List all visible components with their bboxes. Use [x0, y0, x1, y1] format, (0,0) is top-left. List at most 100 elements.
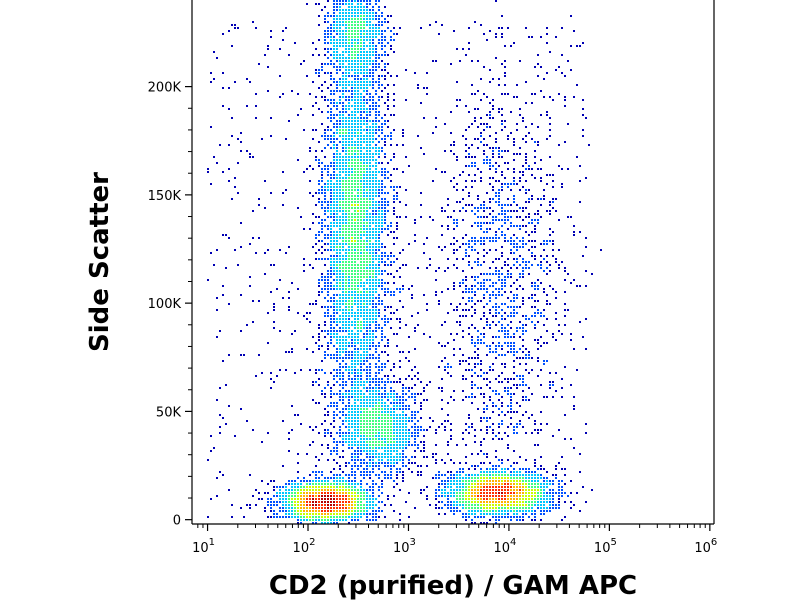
event-point [357, 63, 359, 65]
event-point [333, 183, 335, 185]
event-point [330, 246, 332, 248]
event-point [360, 147, 362, 149]
event-point [357, 513, 359, 515]
event-point [375, 165, 377, 167]
event-point [339, 432, 341, 434]
event-point [369, 24, 371, 26]
event-point [483, 273, 485, 275]
event-point [375, 105, 377, 107]
event-point [486, 405, 488, 407]
event-point [540, 384, 542, 386]
event-point [513, 312, 515, 314]
event-point [345, 309, 347, 311]
event-point [315, 204, 317, 206]
event-point [357, 372, 359, 374]
event-point [321, 90, 323, 92]
event-point [522, 339, 524, 341]
event-point [312, 81, 314, 83]
event-point [378, 234, 380, 236]
event-point [321, 444, 323, 446]
event-point [573, 396, 575, 398]
event-point [339, 429, 341, 431]
event-point [480, 360, 482, 362]
event-point [357, 78, 359, 80]
event-point [318, 294, 320, 296]
event-point [471, 315, 473, 317]
event-point [531, 123, 533, 125]
event-point [372, 498, 374, 500]
event-point [465, 315, 467, 317]
event-point [507, 336, 509, 338]
event-point [366, 318, 368, 320]
event-point [567, 60, 569, 62]
event-point [249, 504, 251, 506]
event-point [345, 312, 347, 314]
event-point [480, 450, 482, 452]
event-point [336, 204, 338, 206]
event-point [207, 171, 209, 173]
event-point [501, 255, 503, 257]
event-point [363, 405, 365, 407]
event-point [402, 288, 404, 290]
event-point [342, 303, 344, 305]
event-point [327, 381, 329, 383]
event-point [489, 165, 491, 167]
event-point [345, 165, 347, 167]
event-point [540, 177, 542, 179]
event-point [513, 336, 515, 338]
event-point [228, 405, 230, 407]
event-point [366, 345, 368, 347]
event-point [501, 309, 503, 311]
event-point [480, 288, 482, 290]
event-point [252, 300, 254, 302]
event-point [357, 396, 359, 398]
event-point [336, 183, 338, 185]
event-point [501, 210, 503, 212]
event-point [522, 357, 524, 359]
event-point [345, 162, 347, 164]
event-point [501, 213, 503, 215]
event-point [459, 282, 461, 284]
event-point [384, 465, 386, 467]
event-point [354, 12, 356, 14]
event-point [222, 234, 224, 236]
event-point [408, 432, 410, 434]
event-point [390, 30, 392, 32]
event-point [297, 288, 299, 290]
event-point [351, 45, 353, 47]
event-point [441, 207, 443, 209]
event-point [363, 285, 365, 287]
event-point [549, 501, 551, 503]
event-point [486, 228, 488, 230]
event-point [435, 507, 437, 509]
event-point [357, 360, 359, 362]
event-point [339, 84, 341, 86]
event-point [348, 414, 350, 416]
event-point [507, 516, 509, 518]
event-point [471, 396, 473, 398]
event-point [522, 174, 524, 176]
event-point [369, 357, 371, 359]
event-point [399, 396, 401, 398]
event-point [438, 246, 440, 248]
event-point [360, 99, 362, 101]
event-point [375, 474, 377, 476]
event-point [216, 495, 218, 497]
event-point [516, 375, 518, 377]
event-point [441, 408, 443, 410]
event-point [381, 216, 383, 218]
event-point [522, 513, 524, 515]
event-point [501, 150, 503, 152]
event-point [528, 36, 530, 38]
event-point [417, 474, 419, 476]
event-point [354, 129, 356, 131]
event-point [489, 471, 491, 473]
event-point [387, 192, 389, 194]
event-point [507, 381, 509, 383]
event-point [336, 177, 338, 179]
event-point [348, 99, 350, 101]
event-point [366, 228, 368, 230]
event-point [504, 213, 506, 215]
event-point [369, 18, 371, 20]
event-point [495, 348, 497, 350]
